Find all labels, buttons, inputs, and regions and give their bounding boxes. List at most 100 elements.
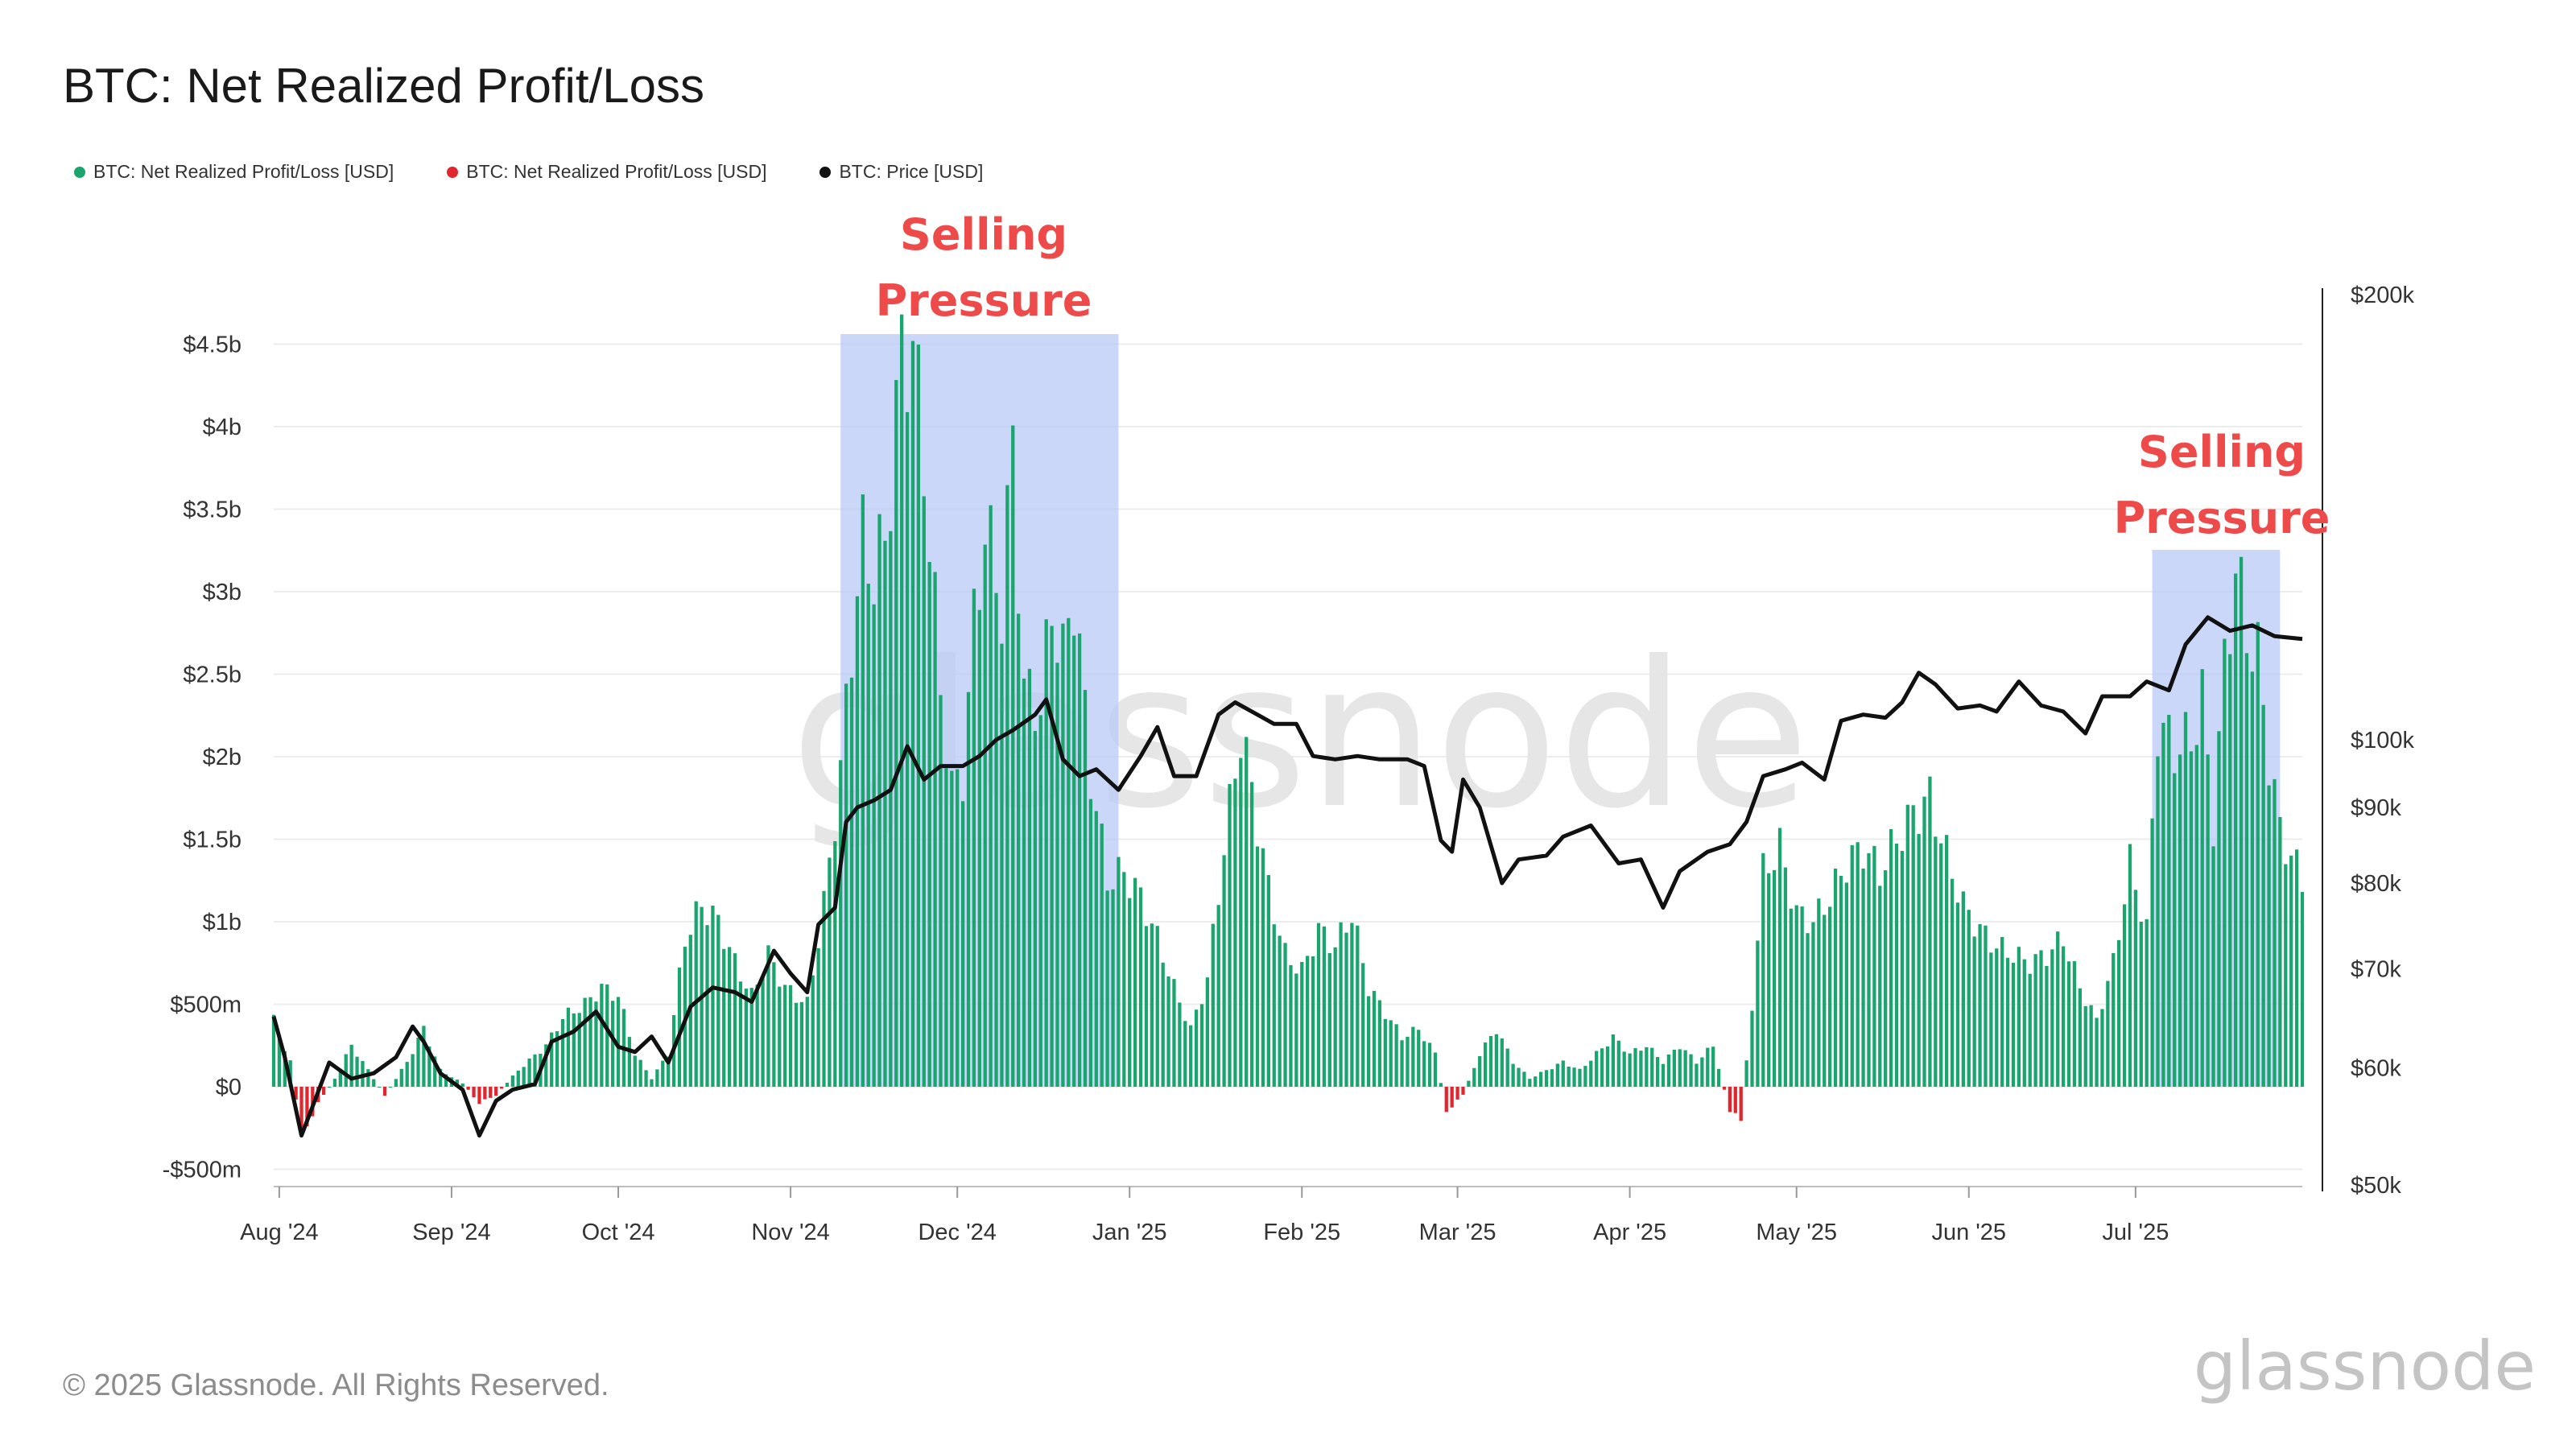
profit-bar [1605, 1046, 1610, 1087]
profit-bar [889, 530, 893, 1087]
loss-bar [305, 1087, 309, 1127]
glassnode-logo: glassnode [2194, 1327, 2536, 1406]
profit-bar [1672, 1050, 1676, 1087]
profit-bar [2234, 573, 2238, 1087]
profit-bar [1300, 961, 1304, 1087]
profit-bar [705, 925, 709, 1087]
profit-bar [2294, 849, 2299, 1087]
profit-bar [894, 380, 898, 1087]
profit-bar [667, 1056, 671, 1087]
right-axis-tick-label: $100k [2351, 728, 2415, 753]
profit-bar [277, 1035, 282, 1087]
profit-bar [1055, 663, 1059, 1087]
selling-pressure-label: Pressure [876, 275, 1092, 326]
profit-bar [1278, 935, 1282, 1087]
profit-bar [910, 341, 915, 1088]
profit-bar [1589, 1060, 1593, 1087]
profit-bar [2000, 937, 2004, 1087]
profit-bar [1038, 715, 1042, 1087]
profit-bar [1488, 1036, 1493, 1087]
profit-bar [1567, 1066, 1571, 1087]
profit-bar [527, 1058, 531, 1087]
profit-bar [2156, 756, 2160, 1087]
profit-bar [2128, 844, 2132, 1087]
profit-bar [1161, 962, 1165, 1087]
profit-bar [711, 905, 715, 1087]
loss-bar [499, 1087, 504, 1089]
profit-bar [977, 609, 981, 1087]
x-axis-tick-label: Jul '25 [2102, 1220, 2169, 1245]
profit-bar [716, 914, 720, 1087]
loss-bar [1455, 1087, 1459, 1100]
profit-bar [916, 345, 921, 1087]
legend-label-loss: BTC: Net Realized Profit/Loss [USD] [466, 161, 767, 182]
profit-bar [1583, 1066, 1587, 1087]
profit-bar [1333, 947, 1337, 1087]
legend-label-profit: BTC: Net Realized Profit/Loss [USD] [93, 161, 394, 182]
axes: -$500m $0 $500m $1b $1.5b $2b $2.5b $3b $3.5b $4b… [163, 283, 2415, 1245]
profit-bar [399, 1068, 403, 1087]
profit-bar [2106, 980, 2110, 1087]
profit-bar [2112, 952, 2116, 1087]
profit-bar [1183, 1021, 1187, 1087]
profit-bar [555, 1031, 559, 1087]
profit-bar [1894, 843, 1899, 1087]
profit-bar [1111, 889, 1115, 1087]
copyright-footer: © 2025 Glassnode. All Rights Reserved. [63, 1368, 609, 1402]
x-axis-tick-label: Feb '25 [1263, 1220, 1340, 1245]
profit-bar [1249, 782, 1254, 1087]
profit-bar [1995, 948, 1999, 1087]
profit-bar [1394, 1024, 1398, 1087]
profit-bar [816, 947, 820, 1087]
profit-bar [1339, 922, 1343, 1087]
profit-bar [2061, 946, 2066, 1087]
y-axis-tick-label: $2b [203, 745, 242, 770]
profit-bar [394, 1079, 398, 1087]
profit-bar [1544, 1070, 1549, 1087]
profit-bar [2089, 1005, 2093, 1087]
profit-bar [372, 1079, 376, 1087]
legend-item-profit[interactable]: BTC: Net Realized Profit/Loss [USD] [74, 161, 394, 183]
profit-bar [738, 981, 743, 1087]
profit-bar [2217, 731, 2221, 1087]
profit-bar [655, 1069, 659, 1087]
profit-bar [2178, 754, 2182, 1087]
profit-bar [2056, 931, 2060, 1087]
profit-bar [427, 1046, 431, 1087]
profit-bar [378, 1087, 382, 1088]
profit-bar [1077, 633, 1082, 1087]
profit-bar [866, 584, 870, 1087]
x-axis-tick-label: Mar '25 [1419, 1220, 1496, 1245]
profit-bar [2095, 1018, 2099, 1087]
profit-bar [2250, 671, 2255, 1087]
profit-bar [1934, 836, 1938, 1087]
profit-bar [1550, 1069, 1554, 1087]
profit-bar [1600, 1048, 1604, 1087]
profit-bar [2211, 846, 2215, 1087]
profit-bar [844, 683, 848, 1087]
profit-bar [2223, 638, 2227, 1087]
profit-bar [516, 1070, 520, 1087]
profit-bar [788, 985, 793, 1087]
profit-bar [1928, 776, 1932, 1087]
profit-bar [755, 985, 759, 1087]
profit-bar [1172, 979, 1176, 1087]
profit-bar [1872, 845, 1876, 1087]
profit-bar [338, 1068, 342, 1087]
profit-bar [1611, 1034, 1616, 1087]
profit-bar [1622, 1051, 1626, 1087]
profit-bar [2206, 754, 2210, 1087]
legend-item-loss[interactable]: BTC: Net Realized Profit/Loss [USD] [447, 161, 766, 183]
legend-item-price[interactable]: BTC: Price [USD] [819, 161, 983, 183]
profit-bar [1144, 926, 1149, 1087]
profit-bar [872, 604, 876, 1087]
profit-bar [1122, 872, 1126, 1087]
profit-bar [1955, 902, 1960, 1087]
profit-bar [1989, 952, 1993, 1087]
profit-bar [1900, 850, 1905, 1087]
x-axis-tick-label: Sep '24 [412, 1220, 490, 1245]
profit-bar [1706, 1047, 1710, 1087]
profit-bar [1294, 973, 1298, 1087]
right-axis-tick-label: $70k [2351, 957, 2401, 983]
y-axis-tick-label: -$500m [163, 1158, 242, 1183]
